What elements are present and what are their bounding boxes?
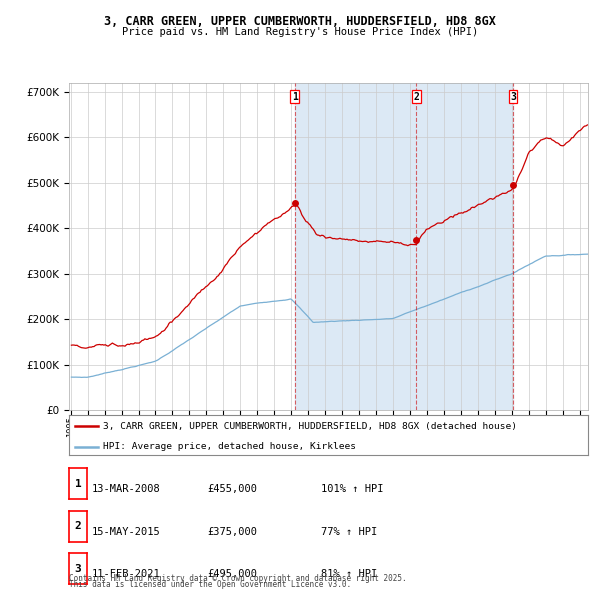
Text: 2: 2 xyxy=(74,522,82,531)
Text: 11-FEB-2021: 11-FEB-2021 xyxy=(92,569,161,579)
Text: 3: 3 xyxy=(510,91,516,101)
Text: 77% ↑ HPI: 77% ↑ HPI xyxy=(321,527,377,536)
Text: 3, CARR GREEN, UPPER CUMBERWORTH, HUDDERSFIELD, HD8 8GX (detached house): 3, CARR GREEN, UPPER CUMBERWORTH, HUDDER… xyxy=(103,422,517,431)
Text: 81% ↑ HPI: 81% ↑ HPI xyxy=(321,569,377,579)
Text: 3, CARR GREEN, UPPER CUMBERWORTH, HUDDERSFIELD, HD8 8GX: 3, CARR GREEN, UPPER CUMBERWORTH, HUDDER… xyxy=(104,15,496,28)
Text: £375,000: £375,000 xyxy=(207,527,257,536)
Text: 1: 1 xyxy=(74,479,82,489)
Text: HPI: Average price, detached house, Kirklees: HPI: Average price, detached house, Kirk… xyxy=(103,442,356,451)
Text: This data is licensed under the Open Government Licence v3.0.: This data is licensed under the Open Gov… xyxy=(69,580,351,589)
Text: 3: 3 xyxy=(74,564,82,573)
Bar xyxy=(295,83,513,410)
Text: 13-MAR-2008: 13-MAR-2008 xyxy=(92,484,161,494)
Text: 1: 1 xyxy=(292,91,298,101)
Text: 15-MAY-2015: 15-MAY-2015 xyxy=(92,527,161,536)
Text: 2: 2 xyxy=(413,91,419,101)
Text: £455,000: £455,000 xyxy=(207,484,257,494)
Text: £495,000: £495,000 xyxy=(207,569,257,579)
Text: Contains HM Land Registry data © Crown copyright and database right 2025.: Contains HM Land Registry data © Crown c… xyxy=(69,574,407,583)
Text: Price paid vs. HM Land Registry's House Price Index (HPI): Price paid vs. HM Land Registry's House … xyxy=(122,27,478,37)
Text: 101% ↑ HPI: 101% ↑ HPI xyxy=(321,484,383,494)
